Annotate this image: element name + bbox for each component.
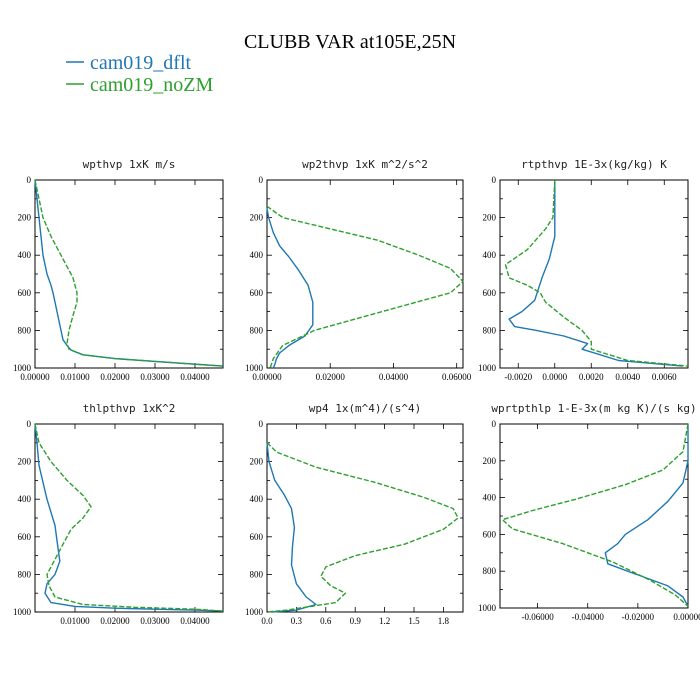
plot-frame	[499, 179, 689, 369]
panel-2: wp2thvp 1xK m^2/s^2 0 200 400 600 800 10000.00…	[245, 158, 472, 382]
x-tick-label: 0.00000	[20, 372, 50, 382]
x-tick-label: 0.02000	[100, 616, 130, 626]
y-tick-label: 0	[492, 175, 497, 185]
y-tick-label: 400	[483, 493, 497, 503]
series-line-cam019_dflt	[266, 208, 314, 369]
y-tick-label: 1000	[478, 603, 497, 613]
panel-4: thlpthvp 1xK^2 0 200 400 600 800 1000 0.01000 0.…	[13, 402, 224, 626]
plot-frame	[266, 179, 464, 369]
x-tick-label: 0.01000	[60, 372, 90, 382]
y-tick-label: 800	[18, 325, 32, 335]
y-tick-label: 200	[18, 457, 32, 467]
y-tick-label: 200	[250, 213, 264, 223]
x-tick-label: 0.02000	[100, 372, 130, 382]
legend-label-dflt: cam019_dflt	[90, 52, 192, 74]
series-line-cam019_dflt	[266, 442, 317, 613]
series-line-cam019_dflt	[34, 179, 224, 367]
y-tick-label: 200	[483, 456, 497, 466]
x-tick-label: 1.5	[408, 616, 420, 626]
y-tick-label: 400	[250, 250, 264, 260]
y-tick-label: 1000	[478, 363, 497, 373]
panel-title: rtpthvp 1E-3x(kg/kg) K	[521, 158, 667, 171]
plot-frame	[34, 423, 224, 613]
series-line-cam019_noZM	[266, 205, 464, 369]
series-line-cam019_noZM	[266, 442, 459, 613]
panel-title: wp4 1x(m^4)/(s^4)	[309, 402, 422, 415]
y-tick-label: 800	[18, 569, 32, 579]
y-tick-label: 800	[250, 569, 264, 579]
x-tick-label: 0.00000	[673, 612, 700, 622]
x-tick-label: 0.3	[291, 616, 303, 626]
y-tick-label: 800	[483, 566, 497, 576]
y-tick-label: 600	[250, 532, 264, 542]
y-tick-label: 600	[483, 288, 497, 298]
y-tick-label: 1000	[13, 607, 32, 617]
panel-6: wprtpthlp 1-E-3x(m kg K)/(s kg) 0 200 400 60…	[478, 402, 700, 622]
legend: cam019_dflt cam019_noZM	[66, 52, 214, 96]
x-tick-label: 0.02000	[316, 372, 346, 382]
y-tick-label: 600	[250, 288, 264, 298]
x-tick-label: 0.03000	[140, 616, 170, 626]
x-tick-label: 0.06000	[442, 372, 472, 382]
x-tick-label: 0.0060	[652, 372, 677, 382]
panel-3: rtpthvp 1E-3x(kg/kg) K 0 200 400 600 800 1000-…	[478, 158, 689, 382]
panel-title: thlpthvp 1xK^2	[83, 402, 176, 415]
series-line-cam019_noZM	[504, 179, 689, 367]
series-line-cam019_dflt	[604, 424, 689, 607]
y-tick-label: 0	[259, 175, 264, 185]
x-tick-label: 0.00000	[252, 372, 282, 382]
x-tick-label: 0.04000	[379, 372, 409, 382]
y-tick-label: 0	[27, 175, 32, 185]
y-tick-label: 1000	[13, 363, 32, 373]
y-tick-label: 800	[250, 325, 264, 335]
y-tick-label: 400	[18, 494, 32, 504]
x-tick-label: 0.04000	[180, 372, 210, 382]
x-tick-label: 0.9	[350, 616, 362, 626]
x-tick-label: -0.0020	[504, 372, 532, 382]
x-tick-label: 0.04000	[180, 616, 210, 626]
x-tick-label: -0.02000	[622, 612, 655, 622]
y-tick-label: 200	[483, 213, 497, 223]
y-tick-label: 400	[18, 250, 32, 260]
x-tick-label: 0.0000	[542, 372, 567, 382]
y-tick-label: 600	[483, 529, 497, 539]
x-tick-label: 0.0	[261, 616, 273, 626]
x-tick-label: 0.0020	[579, 372, 604, 382]
x-tick-label: 0.03000	[140, 372, 170, 382]
x-tick-label: 0.01000	[60, 616, 90, 626]
x-tick-label: 0.0040	[615, 372, 640, 382]
y-tick-label: 200	[250, 457, 264, 467]
series-line-cam019_noZM	[34, 179, 224, 367]
y-tick-label: 400	[483, 250, 497, 260]
figure-title: CLUBB VAR at105E,25N	[244, 31, 456, 53]
legend-label-noZM: cam019_noZM	[90, 74, 214, 96]
y-tick-label: 0	[27, 419, 32, 429]
y-tick-label: 0	[259, 419, 264, 429]
series-line-cam019_noZM	[34, 423, 224, 612]
x-tick-label: 0.6	[320, 616, 332, 626]
x-tick-label: -0.06000	[521, 612, 554, 622]
y-tick-label: 0	[492, 419, 497, 429]
series-line-cam019_dflt	[34, 423, 224, 612]
y-tick-label: 1000	[245, 607, 264, 617]
y-tick-label: 600	[18, 288, 32, 298]
x-tick-label: 1.2	[379, 616, 390, 626]
y-tick-label: 600	[18, 532, 32, 542]
y-tick-label: 400	[250, 494, 264, 504]
panel-title: wp2thvp 1xK m^2/s^2	[302, 158, 428, 171]
y-tick-label: 800	[483, 325, 497, 335]
plot-frame	[499, 423, 689, 609]
x-tick-label: -0.04000	[572, 612, 605, 622]
x-tick-label: 1.8	[438, 616, 450, 626]
y-tick-label: 200	[18, 213, 32, 223]
y-tick-label: 1000	[245, 363, 264, 373]
panel-title: wprtpthlp 1-E-3x(m kg K)/(s kg)	[491, 402, 696, 415]
series-line-cam019_dflt	[508, 180, 683, 367]
panel-title: wpthvp 1xK m/s	[83, 158, 176, 171]
series-line-cam019_noZM	[501, 423, 689, 607]
